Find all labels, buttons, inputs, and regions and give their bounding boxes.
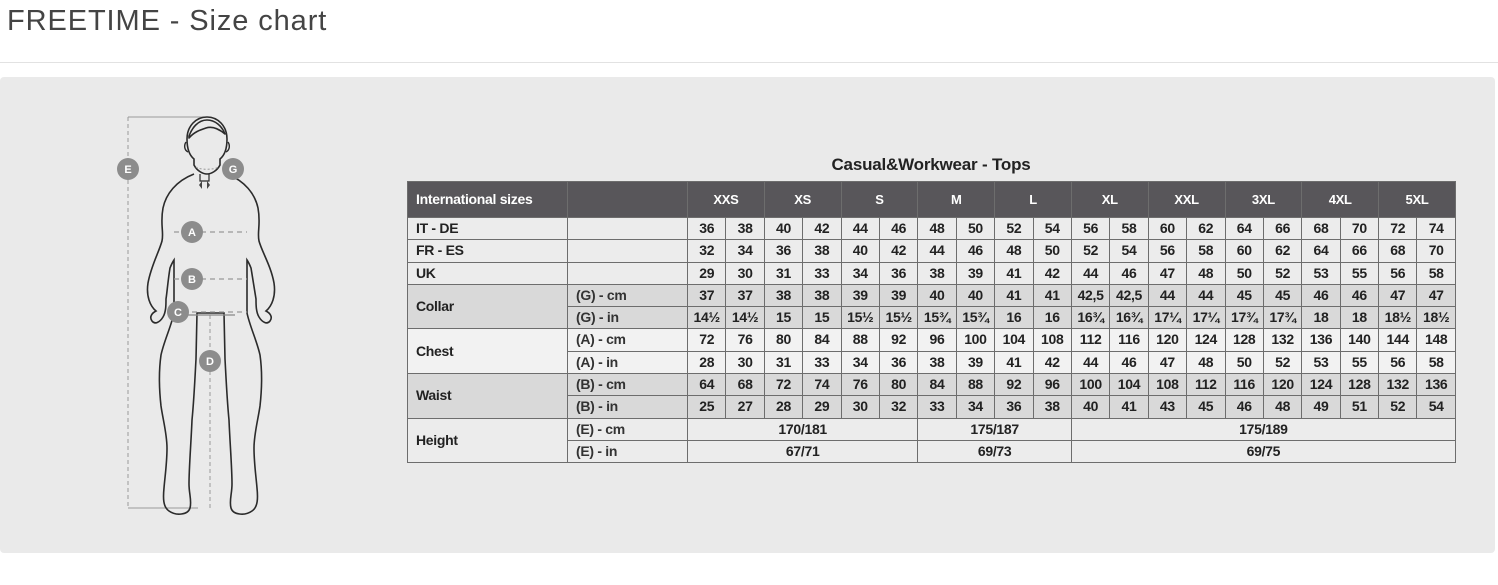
svg-text:C: C bbox=[174, 307, 182, 319]
svg-text:D: D bbox=[206, 356, 214, 368]
svg-text:G: G bbox=[229, 164, 238, 176]
svg-text:A: A bbox=[188, 227, 196, 239]
svg-text:B: B bbox=[188, 274, 196, 286]
svg-text:E: E bbox=[124, 164, 131, 176]
